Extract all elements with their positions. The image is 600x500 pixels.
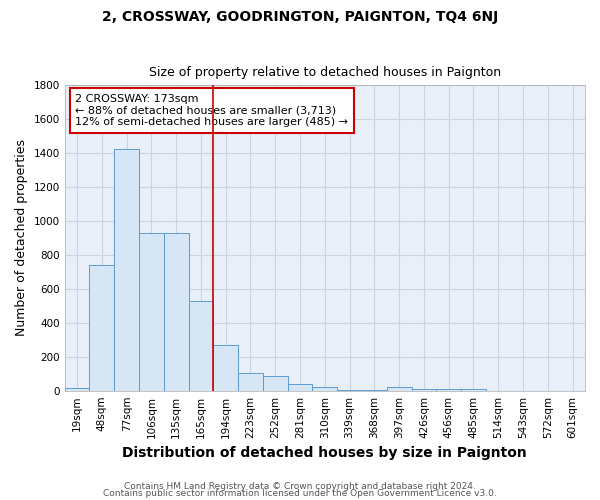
Bar bbox=[188, 300, 214, 390]
Bar bbox=[287, 384, 313, 390]
Bar bbox=[313, 388, 337, 390]
Bar bbox=[387, 388, 412, 390]
Bar bbox=[238, 373, 263, 390]
Text: 2 CROSSWAY: 173sqm
← 88% of detached houses are smaller (3,713)
12% of semi-deta: 2 CROSSWAY: 173sqm ← 88% of detached hou… bbox=[75, 94, 348, 127]
Bar bbox=[89, 264, 114, 390]
Bar bbox=[164, 232, 188, 390]
Bar bbox=[114, 150, 139, 390]
Bar bbox=[263, 376, 287, 390]
Bar bbox=[214, 345, 238, 391]
Text: Contains HM Land Registry data © Crown copyright and database right 2024.: Contains HM Land Registry data © Crown c… bbox=[124, 482, 476, 491]
Title: Size of property relative to detached houses in Paignton: Size of property relative to detached ho… bbox=[149, 66, 501, 80]
X-axis label: Distribution of detached houses by size in Paignton: Distribution of detached houses by size … bbox=[122, 446, 527, 460]
Text: Contains public sector information licensed under the Open Government Licence v3: Contains public sector information licen… bbox=[103, 489, 497, 498]
Bar bbox=[139, 232, 164, 390]
Text: 2, CROSSWAY, GOODRINGTON, PAIGNTON, TQ4 6NJ: 2, CROSSWAY, GOODRINGTON, PAIGNTON, TQ4 … bbox=[102, 10, 498, 24]
Bar bbox=[412, 388, 436, 390]
Bar bbox=[65, 388, 89, 390]
Y-axis label: Number of detached properties: Number of detached properties bbox=[15, 140, 28, 336]
Bar bbox=[436, 388, 461, 390]
